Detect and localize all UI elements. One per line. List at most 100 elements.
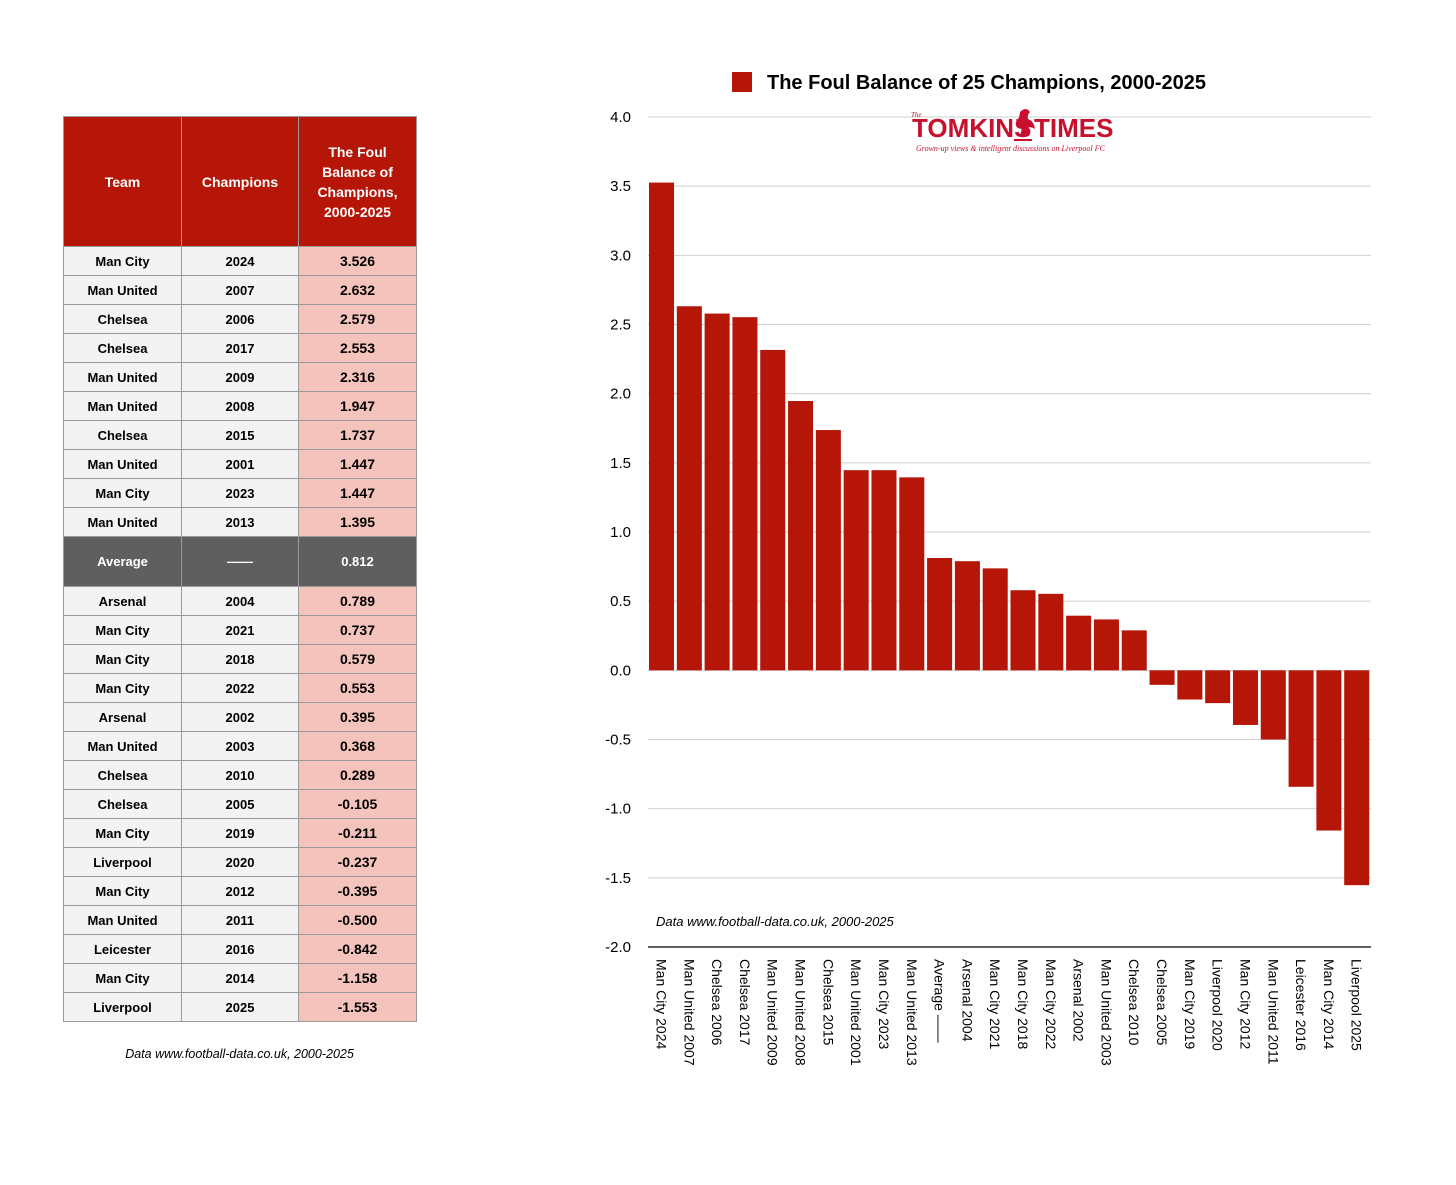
cell-team: Liverpool [63,992,182,1022]
y-tick-label: 3.5 [610,178,631,195]
cell-value: -0.105 [298,789,417,819]
bar [676,306,702,671]
cell-value: 1.737 [298,420,417,450]
header-foul-balance: The Foul Balance of Champions, 2000-2025 [298,116,417,247]
logo-tagline: Grown-up views & intelligent discussions… [916,144,1105,153]
cell-year: 2013 [181,507,299,537]
table-row: Man United 2011 -0.500 [63,905,417,935]
cell-value: 0.395 [298,702,417,732]
cell-team: Man City [63,876,182,906]
table-row: Chelsea 2010 0.289 [63,760,417,790]
bar [1205,670,1231,704]
bar [1177,670,1203,700]
chart-title: The Foul Balance of 25 Champions, 2000-2… [767,72,1206,94]
x-tick-label: Man City 2014 [1321,959,1337,1049]
x-tick-label: Man City 2024 [654,959,670,1049]
bar [1010,590,1036,671]
cell-value: 0.579 [298,644,417,674]
y-tick-label: 0.0 [610,662,631,679]
cell-year: 2007 [181,275,299,305]
chart-source-note: Data www.football-data.co.uk, 2000-2025 [656,914,895,929]
cell-year: 2021 [181,615,299,645]
cell-value: 0.737 [298,615,417,645]
header-team: Team [63,116,182,247]
cell-value: 1.447 [298,449,417,479]
cell-team: Man United [63,391,182,421]
bar [871,470,897,671]
x-tick-label: Man United 2008 [793,959,809,1066]
table-row: Man United 2001 1.447 [63,449,417,479]
table-row: Liverpool 2020 -0.237 [63,847,417,877]
x-tick-label: Man United 2001 [848,959,864,1066]
cell-year: 2015 [181,420,299,450]
cell-year: 2018 [181,644,299,674]
y-tick-label: -0.5 [605,732,631,749]
cell-year: 2023 [181,478,299,508]
y-tick-label: -1.5 [605,870,631,887]
table-row: Man United 2007 2.632 [63,275,417,305]
table-row: Man City 2014 -1.158 [63,963,417,993]
x-tick-label: Chelsea 2010 [1126,959,1142,1046]
cell-value: 0.553 [298,673,417,703]
liverbird-icon [1014,109,1035,141]
x-tick-label: Man United 2003 [1098,959,1114,1066]
champions-table: Team Champions The Foul Balance of Champ… [63,116,417,1022]
logo-the: The [911,111,922,119]
cell-team: Chelsea [63,420,182,450]
cell-team: Chelsea [63,760,182,790]
table-row: Chelsea 2005 -0.105 [63,789,417,819]
cell-team: Arsenal [63,702,182,732]
cell-value: -0.500 [298,905,417,935]
cell-value: 1.947 [298,391,417,421]
cell-team: Man City [63,963,182,993]
cell-team: Arsenal [63,586,182,616]
table-row: Man City 2021 0.737 [63,615,417,645]
cell-team: Liverpool [63,847,182,877]
table-row: Man United 2013 1.395 [63,507,417,537]
y-axis-ticks: 4.0 3.5 3.0 2.5 2.0 1.5 1.0 0.5 0.0 -0.5 -1.0 -1.5 -… [605,109,631,956]
cell-year: 2009 [181,362,299,392]
y-tick-label: 0.5 [610,593,631,610]
cell-team: Man City [63,246,182,276]
y-tick-label: 2.5 [610,317,631,334]
cell-year: 2006 [181,304,299,334]
cell-team: Man United [63,362,182,392]
cell-year: 2019 [181,818,299,848]
bar [760,349,786,671]
cell-value: 0.368 [298,731,417,761]
x-tick-label: Man City 2018 [1015,959,1031,1049]
cell-team: Man City [63,644,182,674]
cell-value: 2.316 [298,362,417,392]
x-tick-label: Man United 2013 [904,959,920,1066]
bar [1316,670,1342,831]
x-tick-label: Chelsea 2005 [1154,959,1170,1046]
foul-balance-bar-chart: The Foul Balance of 25 Champions, 2000-2… [605,72,1371,1066]
cell-year: 2025 [181,992,299,1022]
table-row: Man City 2018 0.579 [63,644,417,674]
x-tick-label: Man City 2019 [1182,959,1198,1049]
table-row: Man City 2022 0.553 [63,673,417,703]
y-tick-label: 1.5 [610,455,631,472]
cell-team: Man United [63,905,182,935]
cell-team: Man United [63,731,182,761]
x-tick-label: Chelsea 2006 [709,959,725,1046]
bar [1149,670,1175,685]
bar [843,470,869,671]
cell-team: Chelsea [63,333,182,363]
bars [649,182,1370,886]
cell-value: 0.789 [298,586,417,616]
table-row: Man City 2019 -0.211 [63,818,417,848]
cell-year: 2001 [181,449,299,479]
bar [704,313,730,671]
table-body-average: Average —— 0.812 [63,536,417,587]
average-value: 0.812 [298,536,417,587]
logo-name-left: TOMKINS [912,113,1031,143]
y-tick-label: 4.0 [610,109,631,126]
cell-team: Man United [63,507,182,537]
table-row: Chelsea 2015 1.737 [63,420,417,450]
y-tick-label: 2.0 [610,386,631,403]
bar [1121,630,1147,671]
x-tick-label: Average —— [932,959,948,1043]
x-tick-label: Man City 2021 [987,959,1003,1049]
average-team: Average [63,536,182,587]
